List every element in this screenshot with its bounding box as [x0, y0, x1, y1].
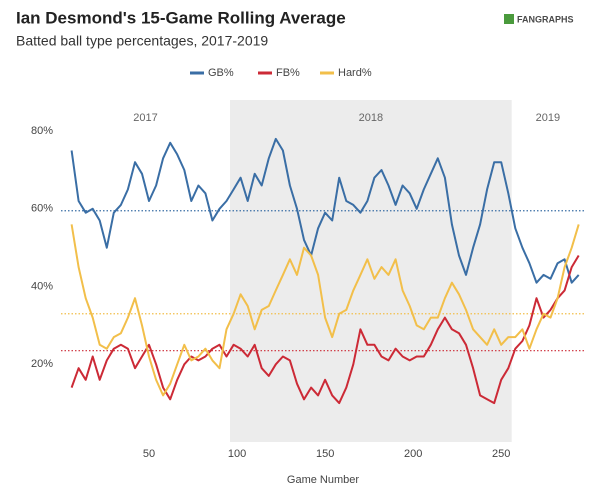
series-line	[70, 224, 580, 397]
year-label: 2017	[133, 112, 157, 124]
chart-subtitle: Batted ball type percentages, 2017-2019	[16, 33, 268, 49]
year-label: 2018	[359, 112, 383, 124]
y-tick-label: 20%	[31, 358, 53, 370]
x-tick-label: 250	[492, 448, 510, 460]
logo: FANGRAPHS	[504, 14, 574, 24]
y-tick-label: 60%	[31, 203, 53, 215]
year-region	[511, 100, 584, 442]
year-label: 2019	[536, 112, 560, 124]
y-tick-label: 40%	[31, 280, 53, 292]
x-tick-label: 50	[143, 448, 155, 460]
chart-title: Ian Desmond's 15-Game Rolling Average	[16, 8, 346, 27]
logo-text: FANGRAPHS	[517, 14, 574, 24]
x-axis-label: Game Number	[287, 474, 359, 486]
legend-label: GB%	[208, 67, 234, 79]
x-tick-label: 150	[316, 448, 334, 460]
legend-label: FB%	[276, 67, 300, 79]
series-line	[70, 137, 580, 284]
x-tick-label: 100	[228, 448, 246, 460]
legend-label: Hard%	[338, 67, 372, 79]
y-tick-label: 80%	[31, 125, 53, 137]
series-line	[70, 254, 580, 405]
logo-icon	[504, 14, 514, 24]
x-tick-label: 200	[404, 448, 422, 460]
year-region	[61, 100, 231, 442]
